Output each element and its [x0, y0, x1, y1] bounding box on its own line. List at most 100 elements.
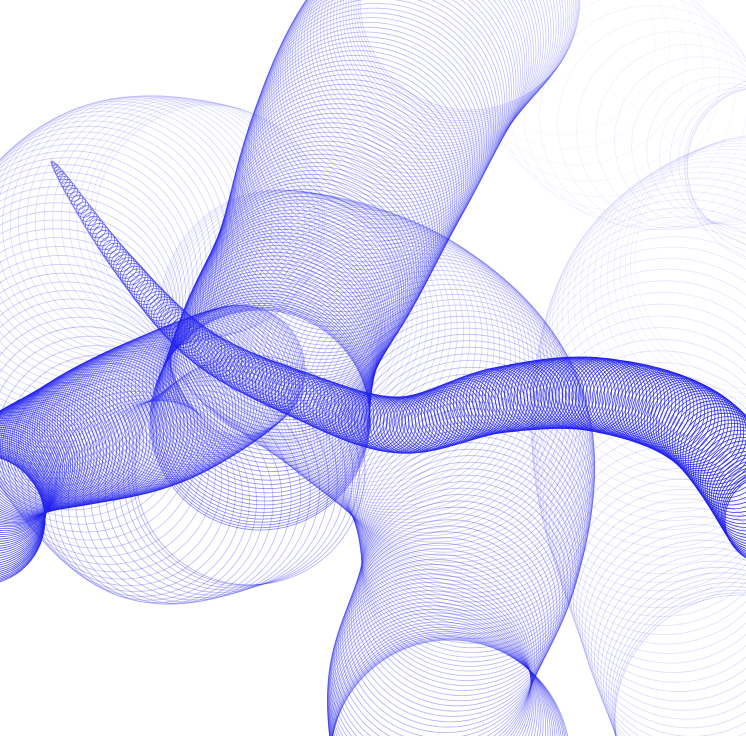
- trail-circle: [129, 274, 157, 302]
- trail-circle: [566, 468, 746, 692]
- trail-circle: [165, 273, 373, 481]
- trail-circle: [702, 440, 746, 528]
- trail-circle: [603, 566, 746, 736]
- trail-circle: [296, 379, 346, 429]
- trail-circle: [182, 327, 219, 364]
- trail-circle: [57, 173, 69, 184]
- trail-circle: [236, 69, 465, 297]
- trail-circle: [692, 426, 746, 513]
- trail-circle: [581, 360, 658, 437]
- trail-circle: [0, 400, 89, 515]
- trail-circle: [531, 315, 746, 575]
- trail-circle: [0, 425, 56, 538]
- trail-circle: [220, 136, 434, 350]
- trail-circle: [240, 54, 471, 286]
- trail-circle: [687, 419, 746, 506]
- trail-circle: [356, 401, 590, 635]
- trail-circle: [332, 636, 564, 736]
- trail-circle: [167, 190, 418, 441]
- trail-circle: [0, 432, 52, 547]
- trail-circle: [329, 0, 562, 138]
- trail-circle: [177, 192, 434, 450]
- trail-circle: [0, 409, 74, 521]
- trail-circle: [271, 369, 318, 417]
- trail-circle: [53, 166, 62, 175]
- trail-circle: [339, 333, 596, 590]
- trail-circle: [271, 0, 512, 212]
- trail-circle: [606, 142, 746, 409]
- trail-circle: [340, 542, 542, 736]
- trail-circle: [724, 481, 746, 559]
- trail-circle: [214, 157, 424, 367]
- trail-circle: [679, 409, 746, 495]
- trail-circle: [197, 336, 236, 376]
- trail-circle: [267, 0, 508, 221]
- trail-circle: [99, 236, 121, 258]
- trail-circle: [229, 98, 451, 320]
- trail-circle: [170, 191, 423, 444]
- trail-circle: [328, 618, 546, 736]
- trail-circle: [43, 96, 293, 345]
- trail-circle: [331, 631, 558, 736]
- trail-circle: [0, 202, 177, 443]
- trail-circle: [344, 346, 596, 598]
- trail-circle: [200, 338, 239, 378]
- trail-circle: [327, 601, 536, 736]
- trail-circle: [239, 59, 469, 290]
- trail-circle: [331, 315, 594, 578]
- trail-circle: [0, 423, 58, 535]
- trail-circle: [532, 327, 746, 583]
- trail-circle: [545, 199, 746, 480]
- trail-circle: [329, 621, 549, 736]
- trail-circle: [587, 532, 746, 736]
- trail-circle: [353, 0, 578, 117]
- trail-circle: [303, 0, 542, 164]
- trail-circle: [0, 442, 48, 559]
- trail-circle: [614, 56, 746, 226]
- trail-circle: [9, 95, 266, 352]
- trail-circle: [346, 525, 549, 728]
- trail-circle: [346, 353, 595, 603]
- trail-circle: [249, 26, 485, 263]
- trail-circle: [312, 384, 364, 436]
- trail-circle: [179, 325, 216, 362]
- trail-circle: [357, 408, 589, 639]
- trail-circle: [297, 0, 537, 171]
- trail-circle: [82, 212, 101, 231]
- trail-circle: [226, 112, 445, 332]
- trail-circle: [82, 335, 234, 487]
- trail-circle: [0, 120, 223, 381]
- trail-circle: [349, 366, 594, 612]
- trail-circle: [658, 388, 742, 472]
- trail-circle: [322, 299, 591, 567]
- trail-circle: [357, 0, 580, 113]
- trail-circle: [494, 0, 736, 211]
- trail-circle: [0, 416, 64, 528]
- trail-circle: [277, 0, 519, 200]
- trail-circle: [697, 433, 746, 521]
- trail-circle: [706, 447, 746, 535]
- trail-circle: [70, 340, 221, 491]
- trail-circle: [131, 316, 277, 462]
- trail-circle: [605, 572, 746, 736]
- trail-circle: [669, 87, 746, 229]
- trail-circle: [216, 153, 426, 364]
- trail-circle: [557, 18, 746, 231]
- trail-circle: [169, 262, 375, 468]
- trail-circle: [328, 309, 593, 574]
- trail-circle: [360, 442, 581, 663]
- trail-circle: [556, 177, 746, 459]
- trail-circle: [327, 608, 540, 736]
- trail-circle: [332, 563, 534, 736]
- trail-circle: [92, 226, 112, 247]
- trail-circle: [211, 166, 419, 374]
- trail-circle: [180, 194, 440, 453]
- trail-circle: [309, 383, 361, 435]
- trail-circle: [674, 403, 746, 488]
- trail-circle: [138, 285, 168, 315]
- trail-circle: [158, 307, 297, 446]
- trail-circle: [172, 304, 305, 437]
- trail-circle: [225, 117, 443, 335]
- trail-circle: [275, 0, 517, 204]
